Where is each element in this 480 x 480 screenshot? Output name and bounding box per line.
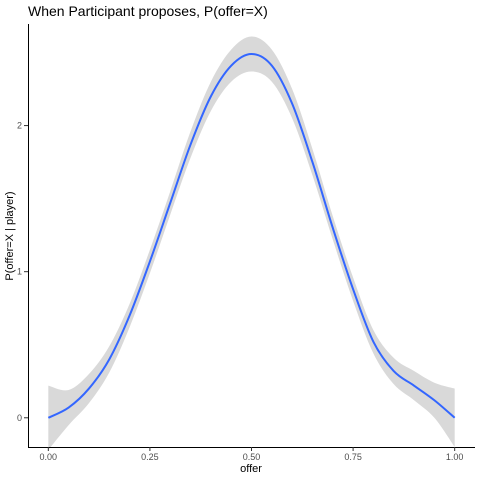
series-line xyxy=(47,52,456,419)
x-tick-label: 0.00 xyxy=(40,452,58,462)
y-ticks: 0 1 2 xyxy=(17,121,28,423)
y-axis-label: P(offer=X | player) xyxy=(4,191,16,280)
confidence-band xyxy=(48,36,455,450)
x-tick-label: 0.25 xyxy=(141,452,159,462)
confidence-band-layer xyxy=(48,36,455,450)
x-axis-label: offer xyxy=(240,463,262,475)
y-tick-label: 2 xyxy=(17,121,22,131)
x-ticks: 0.00 0.25 0.50 0.75 1.00 xyxy=(40,447,464,462)
x-tick-label: 1.00 xyxy=(446,452,464,462)
series-line-layer xyxy=(47,52,456,419)
x-tick-label: 0.50 xyxy=(243,452,261,462)
chart-title: When Participant proposes, P(offer=X) xyxy=(28,3,268,19)
y-tick-label: 1 xyxy=(17,267,22,277)
x-tick-label: 0.75 xyxy=(344,452,362,462)
y-tick-label: 0 xyxy=(17,413,22,423)
